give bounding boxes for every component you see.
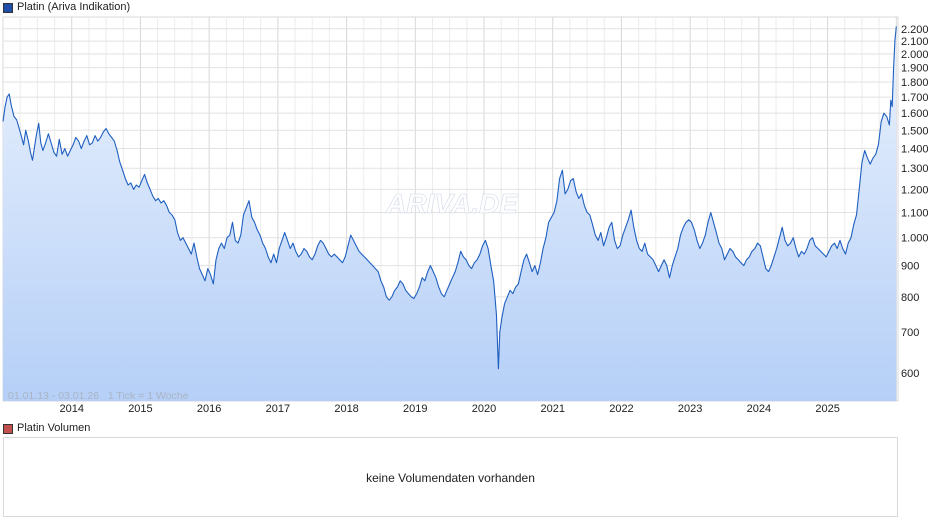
y-tick-label: 700 xyxy=(901,327,919,339)
y-tick-label: 1.300 xyxy=(901,163,929,175)
y-tick-label: 1.600 xyxy=(901,108,929,120)
price-legend-label: Platin (Ariva Indikation) xyxy=(17,1,131,13)
y-tick-label: 1.800 xyxy=(901,77,929,89)
x-axis-labels: 2014 2015 2016 2017 2018 2019 2020 2021 2022 2023… xyxy=(59,403,839,415)
x-tick-label: 2014 xyxy=(59,403,83,415)
price-legend: Platin (Ariva Indikation) xyxy=(3,1,130,14)
volume-legend-swatch xyxy=(3,423,13,434)
volume-empty-message: keine Volumendaten vorhanden xyxy=(366,471,535,485)
price-legend-swatch xyxy=(3,2,13,13)
volume-legend: Platin Volumen xyxy=(3,422,90,435)
price-area xyxy=(3,26,897,402)
y-tick-label: 1.700 xyxy=(901,92,929,104)
y-tick-label: 2.200 xyxy=(901,24,929,36)
x-tick-label: 2025 xyxy=(815,403,839,415)
x-tick-label: 2022 xyxy=(609,403,633,415)
x-tick-label: 2019 xyxy=(403,403,427,415)
y-tick-label: 900 xyxy=(901,261,919,273)
y-tick-label: 2.100 xyxy=(901,36,929,48)
y-tick-label: 1.200 xyxy=(901,184,929,196)
y-tick-label: 600 xyxy=(901,368,919,380)
price-series-line xyxy=(2,26,897,370)
y-tick-label: 1.400 xyxy=(901,144,929,156)
volume-panel: keine Volumendaten vorhanden xyxy=(3,437,898,517)
y-tick-label: 1.500 xyxy=(901,125,929,137)
y-tick-label: 800 xyxy=(901,292,919,304)
volume-legend-label: Platin Volumen xyxy=(17,422,91,434)
x-tick-label: 2024 xyxy=(747,403,771,415)
x-tick-label: 2021 xyxy=(540,403,564,415)
x-tick-label: 2016 xyxy=(197,403,221,415)
y-axis-labels: 600 700 800 900 1.000 1.100 1.200 1.300 1.400 1.5… xyxy=(901,24,929,380)
watermark: ARIVA.DE xyxy=(385,188,519,219)
x-tick-label: 2023 xyxy=(678,403,702,415)
price-line xyxy=(2,26,897,370)
x-tick-label: 2017 xyxy=(266,403,290,415)
x-tick-label: 2015 xyxy=(128,403,152,415)
price-chart: ARIVA.DE 600 700 800 900 1.000 1.100 1.200 1.30… xyxy=(2,16,929,415)
range-info: 01.01.13 - 03.01.26 1 Tick = 1 Woche xyxy=(8,390,189,402)
y-tick-label: 1.000 xyxy=(901,233,929,245)
x-tick-label: 2018 xyxy=(334,403,358,415)
y-tick-label: 1.100 xyxy=(901,207,929,219)
y-tick-label: 1.900 xyxy=(901,63,929,75)
x-tick-label: 2020 xyxy=(472,403,496,415)
y-tick-label: 2.000 xyxy=(901,49,929,61)
price-area-fill xyxy=(3,26,897,402)
